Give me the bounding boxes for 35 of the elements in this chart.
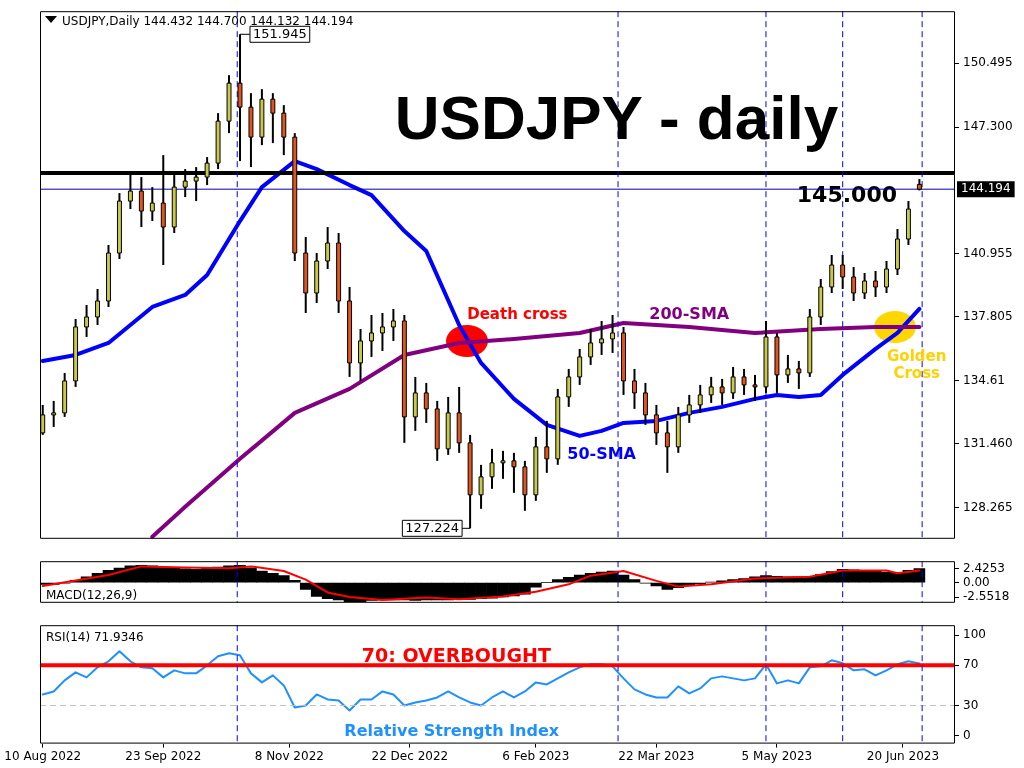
annotation: 151.945: [252, 25, 307, 41]
y-tick-label: 140.955: [963, 246, 1013, 261]
y-tick-label: 2.4253: [963, 560, 1005, 575]
y-tick-label: 128.265: [963, 499, 1013, 514]
y-tick-label: 150.495: [963, 55, 1013, 70]
text: USDJPY - daily: [394, 83, 839, 153]
text: MACD(12,26,9): [46, 587, 138, 602]
y-tick-label: 137.805: [963, 308, 1013, 323]
x-tick-label: 23 Sep 2022: [125, 748, 202, 763]
x-tick-label: 10 Aug 2022: [4, 748, 82, 763]
y-tick-label: 70: [963, 657, 979, 672]
y-tick-label: 0: [963, 727, 971, 742]
x-tick-label: 22 Dec 2022: [371, 748, 449, 763]
y-tick-label: 100: [963, 627, 986, 642]
x-tick-label: 6 Feb 2023: [502, 748, 570, 763]
y-tick-label: -2.5518: [963, 589, 1010, 604]
x-tick-label: 8 Nov 2022: [254, 748, 324, 763]
y-tick-label: 134.61: [963, 372, 1005, 387]
y-tick-label: 30: [963, 697, 979, 712]
x-tick-label: 20 Jun 2023: [866, 748, 940, 763]
annotation: Death cross: [467, 304, 568, 323]
y-tick-label: 131.460: [963, 435, 1013, 450]
y-tick-label: 147.300: [963, 119, 1013, 134]
x-tick-label: 5 May 2023: [741, 748, 813, 763]
series-label: 200-SMA: [649, 304, 730, 324]
ref-line-label: 70: OVERBOUGHT: [361, 644, 551, 667]
ref-line-label: 145.000: [796, 182, 897, 208]
series-label: Relative Strength Index: [344, 720, 560, 740]
annotation: 127.224: [405, 519, 460, 535]
chart-title: RSI(14) 71.9346: [46, 630, 144, 645]
ref-line-label: 144.194: [961, 181, 1011, 196]
x-tick-label: 22 Mar 2023: [618, 748, 695, 763]
y-tick-label: 0.00: [963, 574, 990, 589]
series-label: 50-SMA: [567, 444, 637, 464]
annotation: Golden Cross: [887, 346, 947, 382]
